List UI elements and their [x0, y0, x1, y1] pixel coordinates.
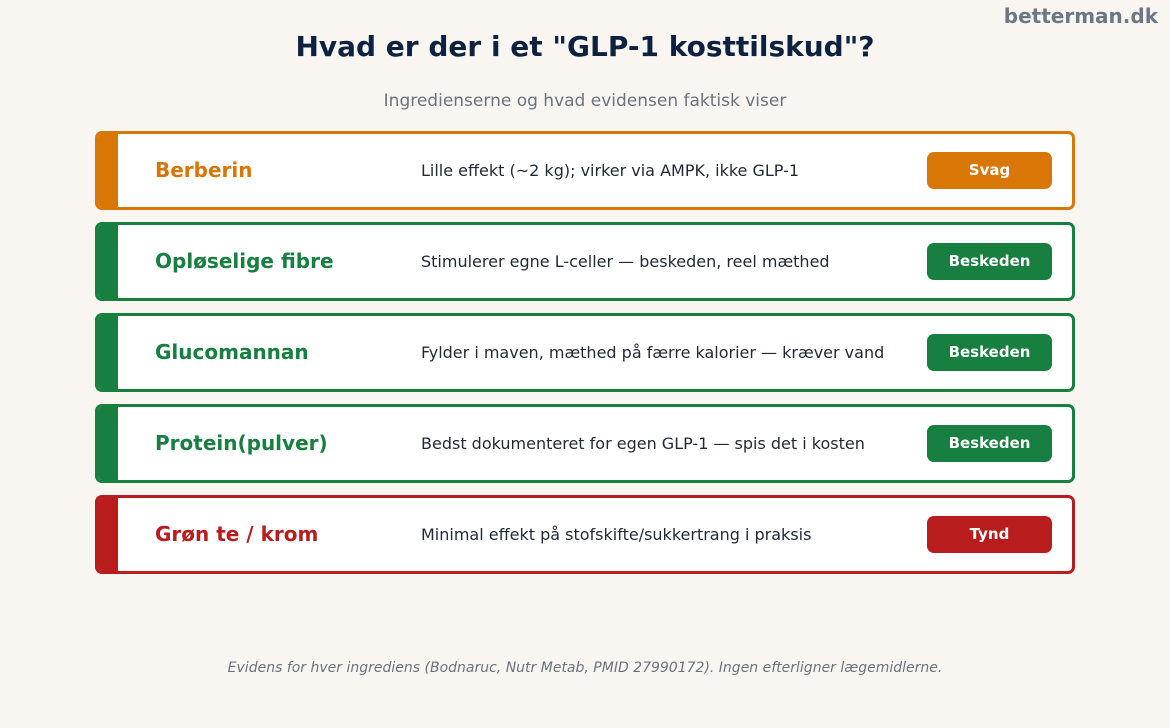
accent-strip — [98, 316, 118, 389]
ingredient-description: Lille effekt (~2 kg); virker via AMPK, i… — [421, 161, 800, 180]
ingredient-name: Berberin — [155, 158, 253, 182]
ingredient-name: Grøn te / krom — [155, 522, 319, 546]
evidence-badge: Tynd — [927, 516, 1052, 553]
ingredient-row: Berberin Lille effekt (~2 kg); virker via… — [95, 131, 1075, 210]
ingredient-name: Glucomannan — [155, 340, 309, 364]
evidence-badge: Svag — [927, 152, 1052, 189]
ingredient-row: Glucomannan Fylder i maven, mæthed på fær… — [95, 313, 1075, 392]
ingredient-description: Stimulerer egne L-celler — beskeden, ree… — [421, 252, 830, 271]
evidence-badge: Beskeden — [927, 425, 1052, 462]
ingredient-description: Minimal effekt på stofskifte/sukkertrang… — [421, 525, 812, 544]
brand: betterman.dk — [1003, 4, 1158, 28]
ingredient-name: Protein(pulver) — [155, 431, 328, 455]
accent-strip — [98, 407, 118, 480]
ingredient-row: Grøn te / krom Minimal effekt på stofskif… — [95, 495, 1075, 574]
footnote: Evidens for hver ingrediens (Bodnaruc, N… — [227, 660, 943, 676]
ingredient-row: Opløselige fibre Stimulerer egne L-celler… — [95, 222, 1075, 301]
accent-strip — [98, 225, 118, 298]
accent-strip — [98, 498, 118, 571]
title: Hvad er der i et "GLP-1 kosttilskud"? — [295, 30, 875, 63]
ingredient-description: Fylder i maven, mæthed på færre kalorier… — [421, 343, 885, 362]
evidence-badge: Beskeden — [927, 243, 1052, 280]
ingredient-description: Bedst dokumenteret for egen GLP-1 — spis… — [421, 434, 865, 453]
accent-strip — [98, 134, 118, 207]
ingredient-row: Protein(pulver) Bedst dokumenteret for eg… — [95, 404, 1075, 483]
subtitle: Ingredienserne og hvad evidensen faktisk… — [383, 91, 787, 111]
ingredient-name: Opløselige fibre — [155, 249, 334, 273]
evidence-badge: Beskeden — [927, 334, 1052, 371]
